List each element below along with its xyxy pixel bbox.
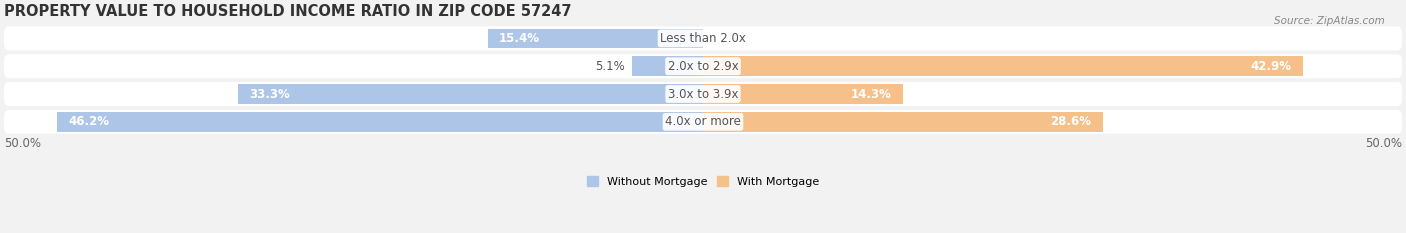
FancyBboxPatch shape [4, 82, 1402, 106]
Text: Source: ZipAtlas.com: Source: ZipAtlas.com [1274, 16, 1385, 26]
Text: 4.0x or more: 4.0x or more [665, 115, 741, 128]
Bar [238, 84, 703, 104]
Text: 42.9%: 42.9% [1250, 60, 1292, 73]
Bar [703, 84, 903, 104]
Bar [58, 112, 703, 132]
FancyBboxPatch shape [4, 27, 1402, 50]
Text: Less than 2.0x: Less than 2.0x [659, 32, 747, 45]
Text: 46.2%: 46.2% [69, 115, 110, 128]
Text: 50.0%: 50.0% [1365, 137, 1402, 150]
Bar [703, 112, 1102, 132]
Text: 15.4%: 15.4% [499, 32, 540, 45]
Text: 5.1%: 5.1% [595, 60, 624, 73]
Bar [488, 29, 703, 48]
Text: 2.0x to 2.9x: 2.0x to 2.9x [668, 60, 738, 73]
Bar [703, 56, 1302, 76]
Legend: Without Mortgage, With Mortgage: Without Mortgage, With Mortgage [582, 172, 824, 191]
Text: 33.3%: 33.3% [249, 88, 290, 100]
Text: 3.0x to 3.9x: 3.0x to 3.9x [668, 88, 738, 100]
Text: 14.3%: 14.3% [851, 88, 891, 100]
Text: 28.6%: 28.6% [1050, 115, 1091, 128]
Bar [631, 56, 703, 76]
Text: PROPERTY VALUE TO HOUSEHOLD INCOME RATIO IN ZIP CODE 57247: PROPERTY VALUE TO HOUSEHOLD INCOME RATIO… [4, 4, 572, 19]
Text: 50.0%: 50.0% [4, 137, 41, 150]
FancyBboxPatch shape [4, 54, 1402, 78]
FancyBboxPatch shape [4, 110, 1402, 134]
